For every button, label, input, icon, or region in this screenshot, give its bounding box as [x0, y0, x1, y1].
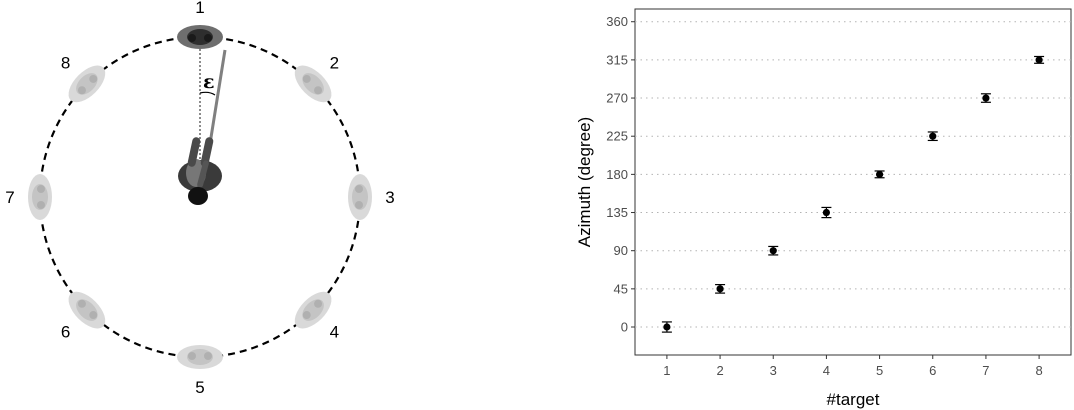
point-marker-1 [663, 323, 671, 331]
y-tick-label-45: 45 [614, 281, 628, 296]
x-tick-label-6: 6 [929, 363, 936, 378]
x-axis-title: #target [827, 390, 880, 409]
x-tick-group: 1 2 3 4 5 6 7 8 [663, 355, 1043, 378]
y-tick-label-225: 225 [606, 129, 628, 144]
data-point-1 [661, 321, 672, 333]
y-tick-label-0: 0 [621, 320, 628, 335]
data-point-5 [874, 170, 885, 179]
point-marker-4 [822, 208, 831, 217]
x-tick-label-4: 4 [823, 363, 830, 378]
speaker-6 [68, 291, 106, 329]
target-label-8: 8 [61, 54, 70, 73]
speaker-3 [348, 174, 372, 220]
data-point-7 [980, 93, 991, 103]
y-tick-label-315: 315 [606, 52, 628, 67]
speaker-5 [177, 345, 223, 369]
x-tick-label-5: 5 [876, 363, 883, 378]
point-marker-8 [1035, 56, 1043, 64]
point-marker-3 [769, 247, 777, 255]
x-tick-label-8: 8 [1035, 363, 1042, 378]
target-label-6: 6 [61, 322, 70, 341]
target-label-3: 3 [385, 188, 394, 207]
gridline-group [635, 21, 1071, 328]
x-tick-label-2: 2 [716, 363, 723, 378]
target-label-4: 4 [330, 322, 339, 341]
point-marker-6 [929, 132, 937, 140]
speaker-group [28, 25, 372, 369]
target-label-group: 1 2 3 4 5 6 7 8 [5, 0, 394, 397]
target-label-2: 2 [330, 54, 339, 73]
target-label-7: 7 [5, 188, 14, 207]
angle-arc [199, 91, 216, 96]
x-tick-label-7: 7 [982, 363, 989, 378]
target-label-5: 5 [195, 378, 204, 397]
data-point-6 [927, 131, 938, 142]
data-point-2 [715, 284, 726, 294]
x-tick-label-3: 3 [770, 363, 777, 378]
speaker-4 [294, 291, 332, 329]
data-point-group [661, 55, 1045, 333]
data-point-4 [821, 206, 832, 219]
speaker-8 [68, 65, 106, 103]
data-point-3 [768, 245, 779, 256]
speaker-1 [177, 25, 223, 49]
speaker-7 [28, 174, 52, 220]
epsilon-label: ε [203, 71, 215, 93]
y-tick-label-90: 90 [614, 243, 628, 258]
x-tick-label-1: 1 [663, 363, 670, 378]
point-marker-7 [982, 94, 990, 102]
point-marker-5 [875, 170, 884, 178]
y-tick-label-135: 135 [606, 205, 628, 220]
listener-icon [178, 137, 222, 205]
y-tick-label-180: 180 [606, 167, 628, 182]
plot-panel [634, 8, 1072, 356]
y-tick-label-270: 270 [606, 91, 628, 106]
speaker-setup-diagram: ε 1 2 3 4 5 6 7 8 [5, 0, 394, 397]
data-point-8 [1034, 55, 1045, 64]
y-tick-label-360: 360 [606, 14, 628, 29]
y-tick-group: 0 45 90 135 180 225 270 315 360 [606, 14, 635, 335]
target-label-1: 1 [195, 0, 204, 17]
speaker-2 [294, 65, 332, 103]
point-marker-2 [716, 285, 724, 293]
y-axis-title: Azimuth (degree) [575, 117, 594, 247]
